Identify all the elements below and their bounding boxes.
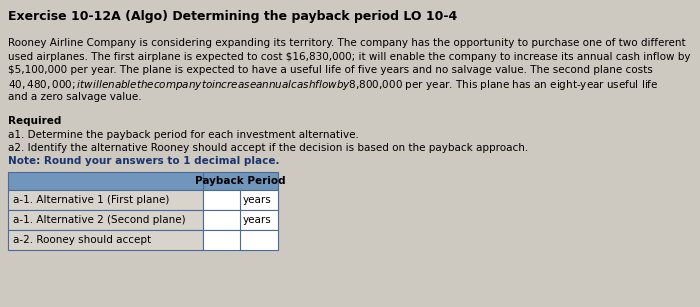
Text: Required: Required xyxy=(8,116,62,126)
Text: Payback Period: Payback Period xyxy=(195,176,286,186)
Text: Rooney Airline Company is considering expanding its territory. The company has t: Rooney Airline Company is considering ex… xyxy=(8,38,685,48)
Text: a-2. Rooney should accept: a-2. Rooney should accept xyxy=(13,235,151,245)
Text: and a zero salvage value.: and a zero salvage value. xyxy=(8,92,141,102)
Bar xyxy=(203,190,278,210)
Text: $40,480,000; it will enable the company to increase annual cash flow by $8,800,0: $40,480,000; it will enable the company … xyxy=(8,79,659,92)
Bar xyxy=(8,230,203,250)
Text: $5,100,000 per year. The plane is expected to have a useful life of five years a: $5,100,000 per year. The plane is expect… xyxy=(8,65,652,75)
Bar xyxy=(8,190,203,210)
Bar xyxy=(8,210,203,230)
Bar xyxy=(8,172,203,190)
Text: a2. Identify the alternative Rooney should accept if the decision is based on th: a2. Identify the alternative Rooney shou… xyxy=(8,143,528,153)
Text: used airplanes. The first airplane is expected to cost $16,830,000; it will enab: used airplanes. The first airplane is ex… xyxy=(8,52,690,61)
Bar xyxy=(203,172,278,190)
Text: Note: Round your answers to 1 decimal place.: Note: Round your answers to 1 decimal pl… xyxy=(8,156,279,166)
Bar xyxy=(203,210,278,230)
Bar xyxy=(203,230,278,250)
Text: Exercise 10-12A (Algo) Determining the payback period LO 10-4: Exercise 10-12A (Algo) Determining the p… xyxy=(8,10,457,23)
Text: a-1. Alternative 2 (Second plane): a-1. Alternative 2 (Second plane) xyxy=(13,215,186,225)
Text: a1. Determine the payback period for each investment alternative.: a1. Determine the payback period for eac… xyxy=(8,130,359,140)
Text: years: years xyxy=(243,215,272,225)
Text: years: years xyxy=(243,195,272,205)
Text: a-1. Alternative 1 (First plane): a-1. Alternative 1 (First plane) xyxy=(13,195,169,205)
